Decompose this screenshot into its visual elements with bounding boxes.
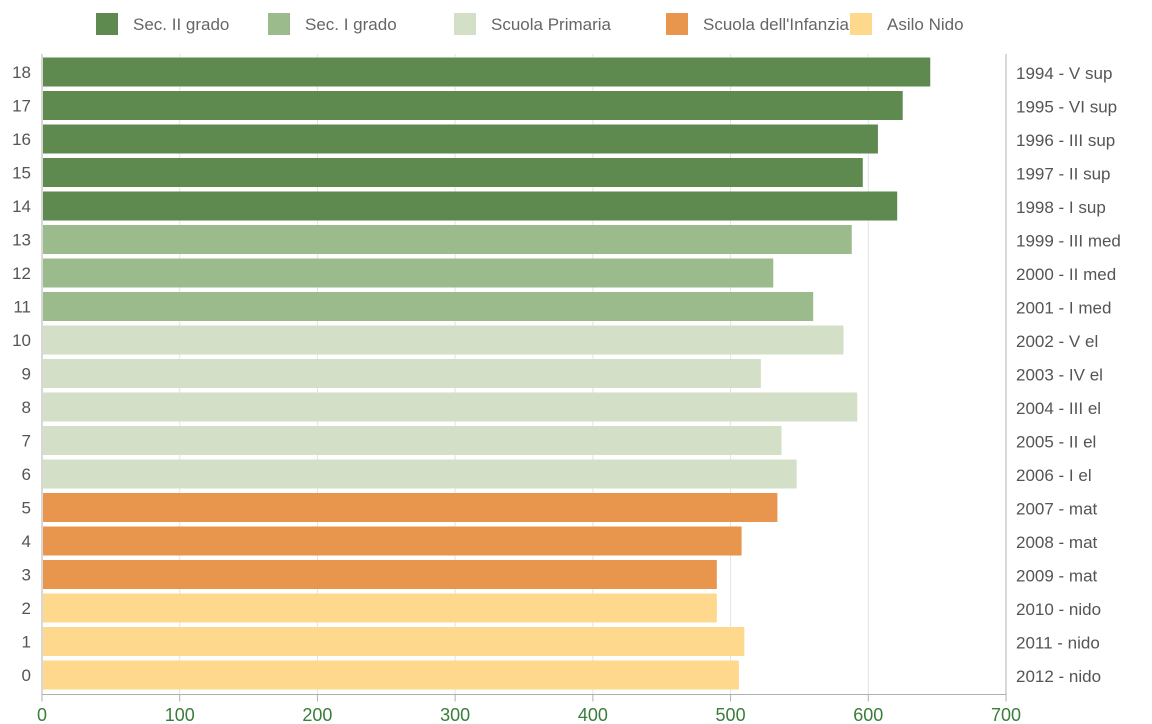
y-index-label: 7 [22,432,31,451]
y-index-label: 16 [12,130,31,149]
bar[interactable] [43,426,782,455]
legend-label: Scuola dell'Infanzia [703,15,849,34]
bar[interactable] [43,493,778,522]
legend-swatch [96,13,118,35]
bar[interactable] [43,325,844,355]
bar[interactable] [43,91,903,120]
bar[interactable] [43,57,931,87]
y-index-label: 12 [12,264,31,283]
bar[interactable] [43,660,739,690]
legend-label: Sec. I grado [305,15,397,34]
y-index-label: 1 [22,633,31,652]
y-year-label: 2011 - nido [1016,634,1100,653]
y-year-label: 2009 - mat [1016,567,1098,586]
y-index-label: 8 [22,398,31,417]
y-year-label: 2003 - IV el [1016,366,1103,385]
y-year-label: 1997 - II sup [1016,165,1111,184]
y-year-label: 2008 - mat [1016,533,1098,552]
y-year-label: 2002 - V el [1016,332,1098,351]
y-index-label: 6 [22,465,31,484]
legend-swatch [666,13,688,35]
y-year-label: 2005 - II el [1016,433,1096,452]
bar[interactable] [43,560,717,589]
x-tick-label: 500 [716,705,746,724]
y-index-label: 4 [22,532,31,551]
axes [41,54,1007,702]
legend-swatch [454,13,476,35]
y-year-label: 1995 - VI sup [1016,98,1117,117]
y-year-label: 2010 - nido [1016,600,1101,619]
y-year-label: 2001 - I med [1016,299,1111,318]
y-index-label: 18 [12,63,31,82]
legend-label: Scuola Primaria [491,15,612,34]
y-year-label: 1996 - III sup [1016,131,1115,150]
y-year-label: 1998 - I sup [1016,198,1106,217]
y-year-label: 2000 - II med [1016,265,1116,284]
x-tick-label: 0 [37,705,47,724]
y-index-label: 10 [12,331,31,350]
y-year-label: 2012 - nido [1016,667,1101,686]
legend: Sec. II grado Sec. I grado Scuola Primaria… [96,13,964,35]
y-index-label: 15 [12,164,31,183]
legend-item[interactable]: Sec. II grado [96,13,229,35]
x-tick-label: 400 [578,705,608,724]
bar[interactable] [43,627,745,656]
y-index-label: 17 [12,97,31,116]
y-index-label: 13 [12,231,31,250]
y-year-label: 2004 - III el [1016,399,1101,418]
y-year-label: 1994 - V sup [1016,64,1112,83]
bar[interactable] [43,158,863,187]
legend-swatch [850,13,872,35]
bar[interactable] [43,225,852,254]
x-axis-tick-labels: 0 100 200 300 400 500 600 700 [37,705,1021,724]
bar[interactable] [43,593,717,623]
legend-swatch [268,13,290,35]
y-index-label: 0 [22,666,31,685]
y-index-label: 2 [22,599,31,618]
x-tick-label: 300 [440,705,470,724]
bar[interactable] [43,258,774,288]
y-index-label: 9 [22,365,31,384]
bar[interactable] [43,124,878,154]
y-year-label: 2006 - I el [1016,466,1092,485]
y-index-label: 3 [22,566,31,585]
legend-item[interactable]: Scuola dell'Infanzia [666,13,849,35]
legend-item[interactable]: Sec. I grado [268,13,397,35]
bar[interactable] [43,459,797,489]
y-year-label: 2007 - mat [1016,500,1098,519]
legend-label: Asilo Nido [887,15,964,34]
bar[interactable] [43,191,898,221]
legend-item[interactable]: Asilo Nido [850,13,964,35]
bar[interactable] [43,292,814,321]
y-index-label: 5 [22,499,31,518]
y-axis-year-labels: 1994 - V sup 1995 - VI sup 1996 - III sup 1… [1016,64,1121,686]
legend-item[interactable]: Scuola Primaria [454,13,612,35]
bar[interactable] [43,392,858,422]
bar[interactable] [43,526,742,556]
y-index-label: 14 [12,197,31,216]
y-index-label: 11 [13,298,31,317]
legend-label: Sec. II grado [133,15,229,34]
x-tick-label: 100 [165,705,195,724]
bars [43,57,931,690]
x-tick-label: 600 [853,705,883,724]
x-tick-label: 700 [991,705,1021,724]
x-tick-label: 200 [302,705,332,724]
bar[interactable] [43,359,761,388]
y-year-label: 1999 - III med [1016,232,1121,251]
